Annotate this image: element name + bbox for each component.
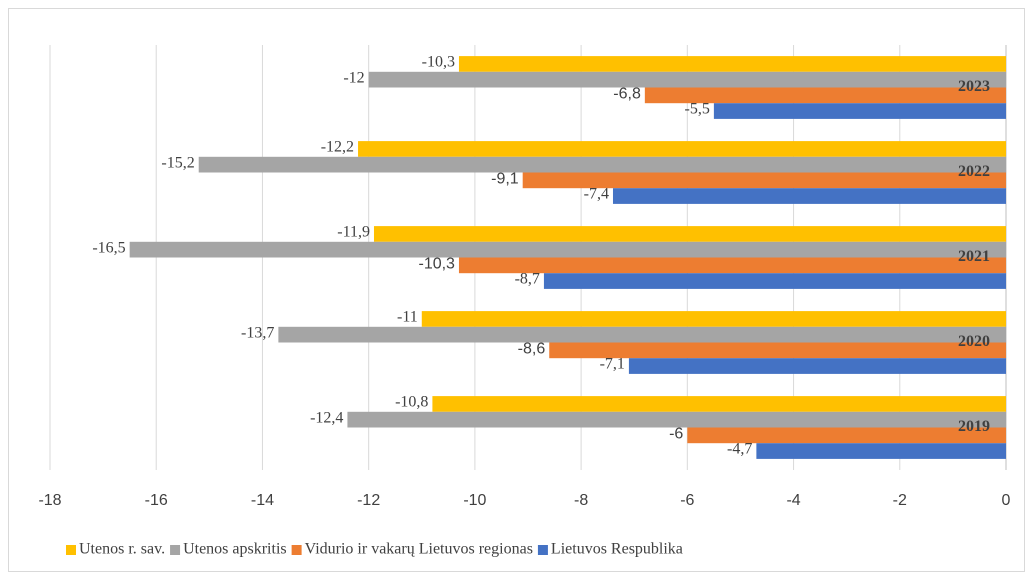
legend-swatch — [291, 545, 302, 555]
data-label: -8,6 — [518, 341, 546, 358]
data-label: -7,4 — [584, 186, 609, 203]
x-tick-label: -10 — [463, 492, 486, 509]
legend-label: Lietuvos Respublika — [551, 541, 683, 558]
legend-swatch — [537, 545, 548, 555]
data-label: -12 — [343, 69, 364, 86]
data-label: -12,4 — [310, 409, 343, 426]
data-label: -10,3 — [418, 256, 455, 273]
legend-swatch — [170, 545, 181, 555]
category-label: 2019 — [958, 418, 990, 435]
data-label: -11 — [397, 309, 418, 326]
bar — [198, 156, 1006, 173]
x-tick-label: -8 — [574, 492, 588, 509]
bar — [373, 226, 1006, 242]
bar — [358, 141, 1006, 157]
bar — [458, 56, 1006, 72]
bar — [347, 411, 1006, 428]
data-label: -8,7 — [515, 271, 540, 288]
category-label: 2023 — [958, 78, 990, 95]
data-label: -10,3 — [422, 54, 455, 71]
bar — [543, 273, 1006, 289]
x-tick-label: -18 — [38, 492, 61, 509]
data-label: -6 — [669, 426, 683, 443]
bar — [421, 311, 1006, 327]
x-tick-label: 0 — [1002, 492, 1011, 509]
bar — [628, 358, 1006, 374]
x-tick-label: -14 — [251, 492, 274, 509]
bar — [432, 396, 1006, 412]
data-label: -7,1 — [600, 356, 625, 373]
legend-swatch — [66, 545, 76, 555]
bar — [612, 188, 1006, 204]
legend-label: Vidurio ir vakarų Lietuvos regionas — [305, 541, 533, 558]
bar — [368, 71, 1007, 88]
data-label: -6,8 — [613, 86, 641, 103]
data-label: -12,2 — [321, 139, 354, 156]
bar — [644, 87, 1006, 104]
x-tick-label: -4 — [786, 492, 800, 509]
x-tick-label: -16 — [145, 492, 168, 509]
data-label: -9,1 — [491, 171, 519, 188]
data-label: -10,8 — [395, 394, 428, 411]
legend-label: Utenos r. sav. — [79, 541, 165, 558]
bar — [687, 427, 1006, 444]
x-tick-label: -6 — [680, 492, 694, 509]
data-label: -5,5 — [685, 101, 710, 118]
data-label: -4,7 — [727, 441, 752, 458]
data-label: -16,5 — [92, 239, 125, 256]
data-label: -13,7 — [241, 324, 274, 341]
bar — [129, 241, 1006, 258]
bar — [522, 172, 1006, 189]
category-label: 2020 — [958, 333, 990, 350]
bar — [713, 103, 1006, 119]
legend-label: Utenos apskritis — [183, 541, 287, 558]
bar — [756, 443, 1006, 459]
category-label: 2021 — [958, 248, 990, 265]
x-tick-label: -2 — [893, 492, 907, 509]
category-label: 2022 — [958, 163, 990, 180]
bar — [278, 326, 1006, 343]
bar — [458, 257, 1006, 274]
data-label: -11,9 — [337, 224, 370, 241]
x-tick-label: -12 — [357, 492, 380, 509]
bar — [549, 342, 1006, 359]
data-label: -15,2 — [161, 154, 194, 171]
